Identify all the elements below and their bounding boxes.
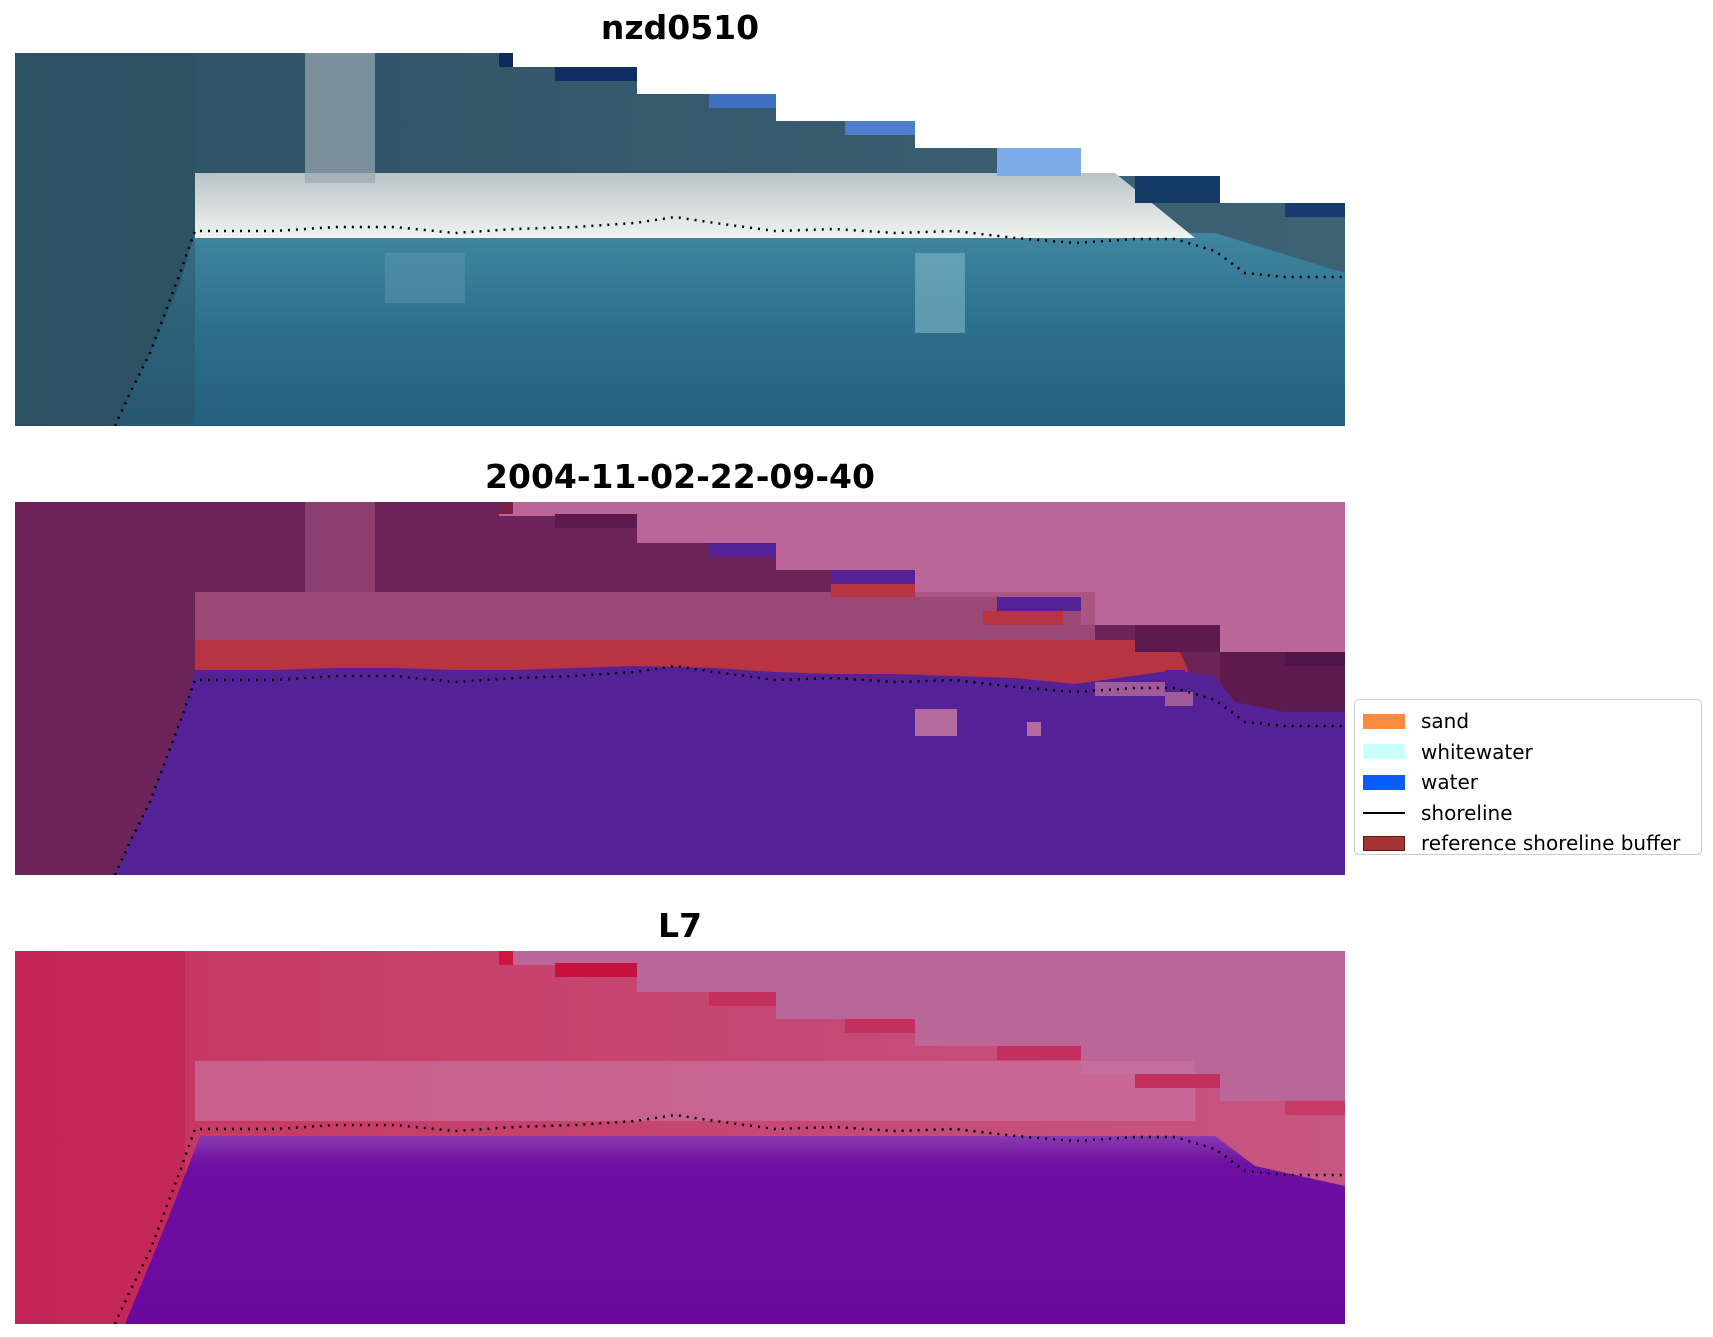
rgb-image-panel [15, 53, 1345, 426]
legend-label-water: water [1421, 770, 1478, 795]
ndwi-image [15, 951, 1345, 1324]
panel-title-classification: 2004-11-02-22-09-40 [485, 457, 875, 496]
classification-panel [15, 502, 1345, 875]
ndwi-panel [15, 951, 1345, 1324]
whitewater-swatch [1363, 744, 1405, 760]
legend-item-sand: sand [1363, 706, 1693, 737]
legend-item-shoreline: shoreline [1363, 798, 1693, 829]
classification-image [15, 502, 1345, 875]
rgb-image [15, 53, 1345, 426]
legend: sand whitewater water shoreline referenc… [1354, 699, 1702, 855]
panel-title-rgb: nzd0510 [600, 8, 760, 47]
reference-buffer-swatch [1363, 835, 1405, 851]
legend-item-water: water [1363, 767, 1693, 798]
sand-swatch [1363, 713, 1405, 729]
panel-title-satellite: L7 [658, 906, 702, 945]
shoreline-swatch [1363, 811, 1405, 814]
water-swatch [1363, 774, 1405, 790]
legend-item-whitewater: whitewater [1363, 737, 1693, 768]
legend-label-whitewater: whitewater [1421, 739, 1533, 764]
legend-label-sand: sand [1421, 709, 1470, 734]
legend-label-reference-buffer: reference shoreline buffer [1421, 831, 1681, 856]
legend-item-reference-buffer: reference shoreline buffer [1363, 828, 1693, 859]
legend-label-shoreline: shoreline [1421, 800, 1513, 825]
